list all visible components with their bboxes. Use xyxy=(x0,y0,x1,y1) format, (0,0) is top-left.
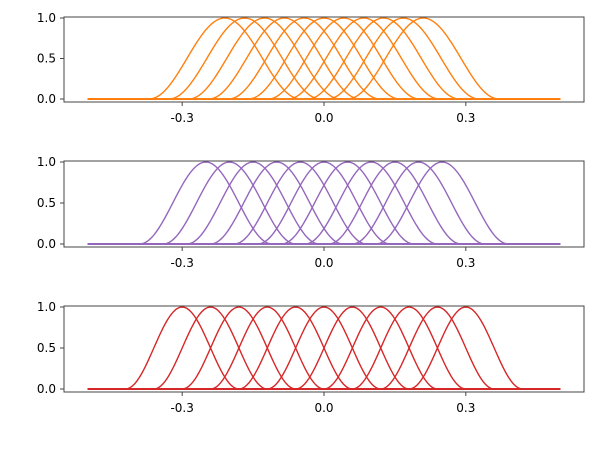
chart-panel-3: 0.0 0.5 1.0 -0.3 0.0 0.3 xyxy=(37,300,585,415)
chart-panel-1: 0.0 0.5 1.0 -0.3 0.0 0.3 xyxy=(37,11,585,125)
y-tick-label: 1.0 xyxy=(37,11,56,25)
series-line-10 xyxy=(87,161,561,245)
series-line-1 xyxy=(87,161,561,245)
axes-frame xyxy=(63,16,585,103)
y-tick-label: 0.5 xyxy=(37,341,56,355)
series-line-11 xyxy=(87,17,561,100)
series-line-3 xyxy=(87,161,561,245)
series-line-7 xyxy=(87,306,561,390)
x-tick-label: 0.0 xyxy=(314,256,333,270)
series-line-9 xyxy=(87,161,561,245)
chart-panel-2: 0.0 0.5 1.0 -0.3 0.0 0.3 xyxy=(37,155,585,270)
series-line-11 xyxy=(87,306,561,390)
x-tick-label: -0.3 xyxy=(170,401,193,415)
y-tick-label: 0.5 xyxy=(37,52,56,66)
y-tick-label: 1.0 xyxy=(37,300,56,314)
series-line-6 xyxy=(87,161,561,245)
series-line-5 xyxy=(87,161,561,245)
y-tick-label: 0.0 xyxy=(37,237,56,251)
series-line-11 xyxy=(87,161,561,245)
x-tick-label: 0.0 xyxy=(314,401,333,415)
x-tick-label: 0.3 xyxy=(456,401,475,415)
axes-frame xyxy=(63,160,585,248)
y-tick-label: 0.5 xyxy=(37,196,56,210)
series-line-8 xyxy=(87,161,561,245)
x-tick-label: 0.3 xyxy=(456,111,475,125)
series-line-4 xyxy=(87,161,561,245)
x-tick-label: -0.3 xyxy=(170,256,193,270)
y-tick-label: 1.0 xyxy=(37,155,56,169)
x-tick-label: 0.0 xyxy=(314,111,333,125)
x-tick-label: 0.3 xyxy=(456,256,475,270)
series-line-7 xyxy=(87,17,561,100)
series-line-2 xyxy=(87,161,561,245)
y-tick-label: 0.0 xyxy=(37,92,56,106)
series-line-7 xyxy=(87,161,561,245)
x-tick-label: -0.3 xyxy=(170,111,193,125)
y-tick-label: 0.0 xyxy=(37,382,56,396)
